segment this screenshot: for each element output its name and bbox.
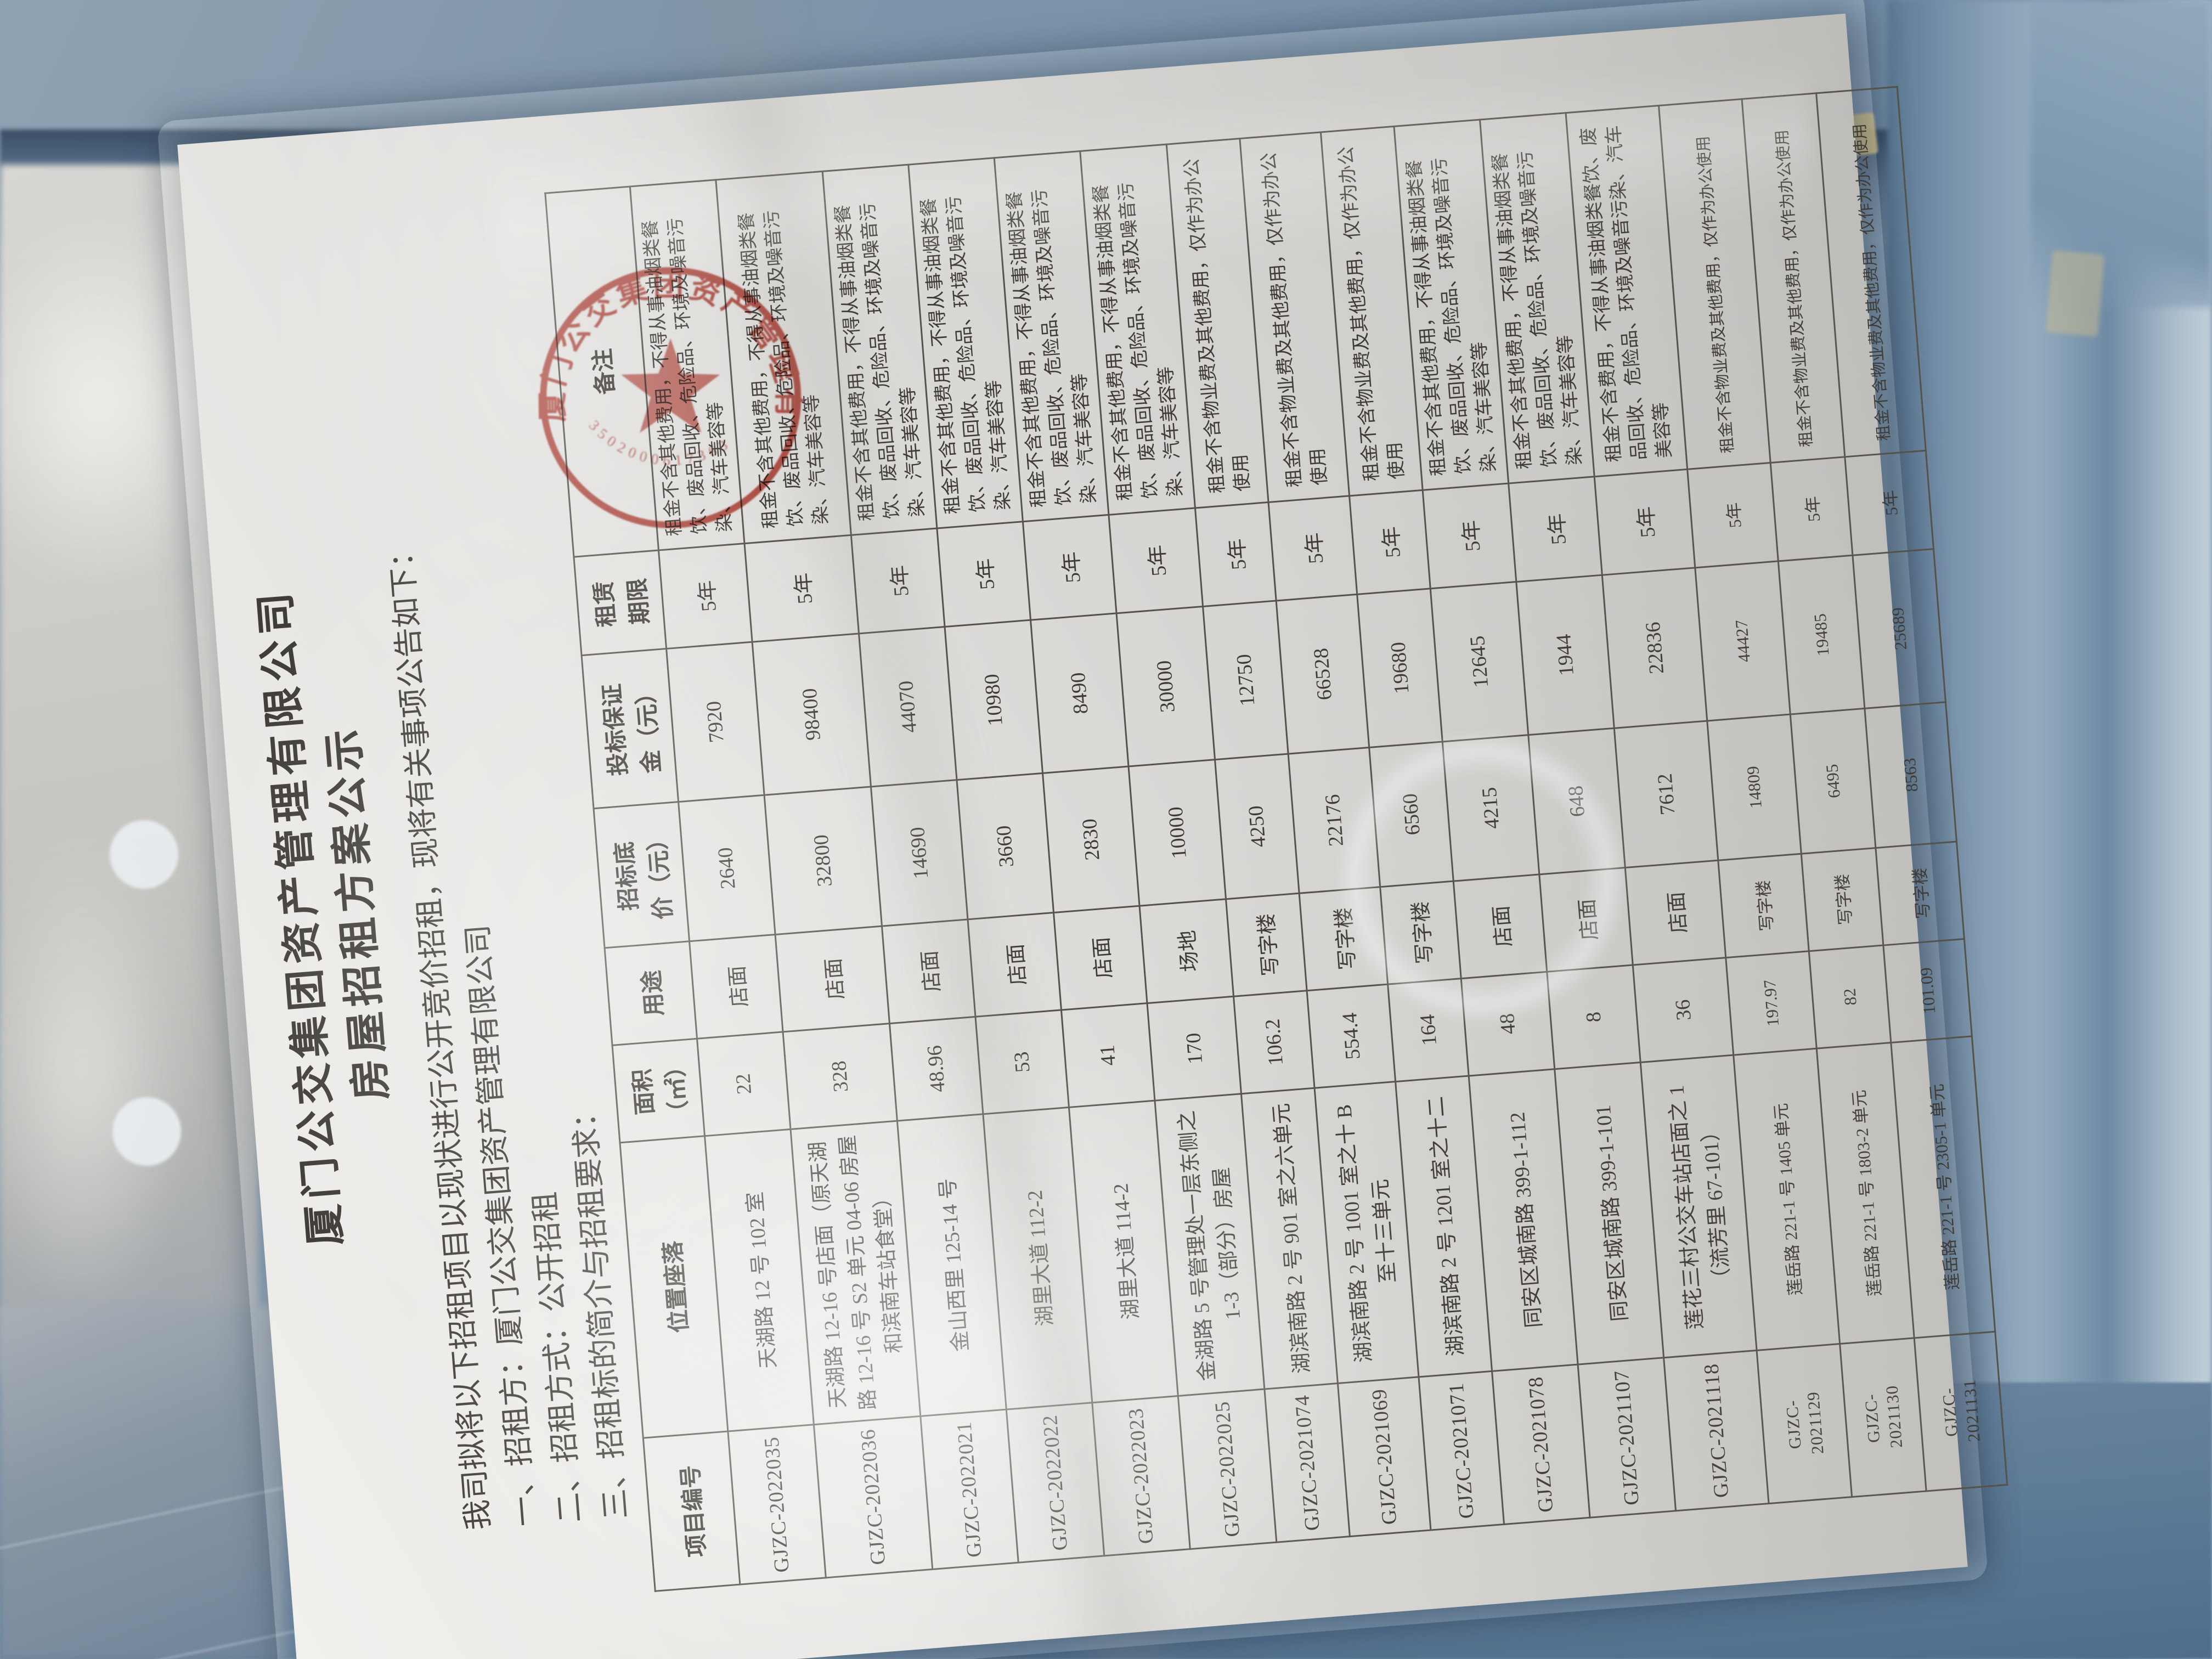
cell-deposit: 66528	[1276, 594, 1369, 754]
cell-use: 写字楼	[1226, 893, 1307, 997]
cell-area: 197.97	[1725, 951, 1817, 1056]
cell-deposit: 44427	[1695, 561, 1791, 721]
table-header-cell-0: 项目编号	[643, 1431, 740, 1592]
cell-area: 82	[1809, 945, 1891, 1049]
cell-base_price: 6495	[1790, 708, 1876, 854]
cell-term: 5年	[1423, 483, 1516, 589]
cell-term: 5年	[1023, 515, 1117, 620]
cell-id: GJZC-2021130	[1839, 1338, 1927, 1497]
sleeve-hole	[112, 1097, 181, 1166]
cell-id: GJZC-2021074	[1264, 1383, 1350, 1543]
cell-area: 41	[1061, 1003, 1155, 1108]
cell-term: 5年	[1268, 495, 1357, 601]
cell-area: 106.2	[1233, 990, 1315, 1094]
cell-term: 5年	[1508, 476, 1602, 582]
cell-area: 170	[1147, 996, 1242, 1101]
wall-highlight	[0, 823, 198, 1317]
cell-id: GJZC-2021129	[1757, 1344, 1852, 1504]
cell-term: 5年	[1349, 490, 1431, 595]
cell-id: GJZC-2021118	[1663, 1350, 1769, 1511]
cell-id: GJZC-2022025	[1178, 1389, 1277, 1549]
cell-base_price: 2830	[1042, 766, 1140, 913]
notice-document: 厦门公交集团资产管理有限公司 房屋招租方案公示 我司拟将以下招租项目以现状进行公…	[177, 0, 2007, 1659]
cell-id: GJZC-2021107	[1578, 1357, 1676, 1518]
cell-use: 场地	[1139, 899, 1234, 1003]
cell-area: 36	[1633, 957, 1734, 1063]
cell-id: GJZC-2021131	[1914, 1331, 2007, 1491]
cell-use: 写字楼	[1801, 848, 1883, 951]
cell-term: 5年	[1770, 456, 1853, 561]
tape-strip	[2045, 250, 2105, 337]
cell-deposit: 22836	[1602, 567, 1707, 729]
cell-id: GJZC-2022035	[727, 1424, 826, 1585]
sleeve-hole	[110, 820, 178, 889]
cell-term: 5年	[1844, 450, 1934, 556]
cell-term: 5年	[1687, 462, 1779, 568]
cell-id: GJZC-2021069	[1338, 1376, 1431, 1537]
cell-use: 写字楼	[1718, 854, 1809, 958]
cell-area: 101.09	[1883, 939, 1972, 1043]
cell-deposit: 12750	[1203, 600, 1289, 760]
cell-deposit: 8490	[1030, 613, 1129, 774]
cell-deposit: 19485	[1778, 555, 1865, 715]
cell-id: GJZC-2021071	[1418, 1371, 1504, 1531]
cell-id: GJZC-2022021	[920, 1409, 1019, 1570]
cell-use: 写字楼	[1875, 841, 1965, 946]
cell-deposit: 30000	[1116, 606, 1215, 766]
cell-id: GJZC-2022036	[814, 1416, 933, 1578]
cell-base_price: 10000	[1128, 759, 1226, 906]
cell-base_price: 8563	[1864, 702, 1957, 848]
star-icon	[621, 338, 720, 433]
cell-term: 5年	[1195, 502, 1277, 607]
cell-use: 店面	[1053, 906, 1147, 1010]
cell-term: 5年	[1108, 508, 1203, 613]
cell-term: 5年	[1594, 469, 1695, 575]
cell-base_price: 4250	[1215, 754, 1300, 899]
cell-deposit: 25689	[1852, 549, 1946, 709]
cell-base_price: 14809	[1707, 714, 1802, 861]
cell-id: GJZC-2021078	[1492, 1364, 1590, 1525]
